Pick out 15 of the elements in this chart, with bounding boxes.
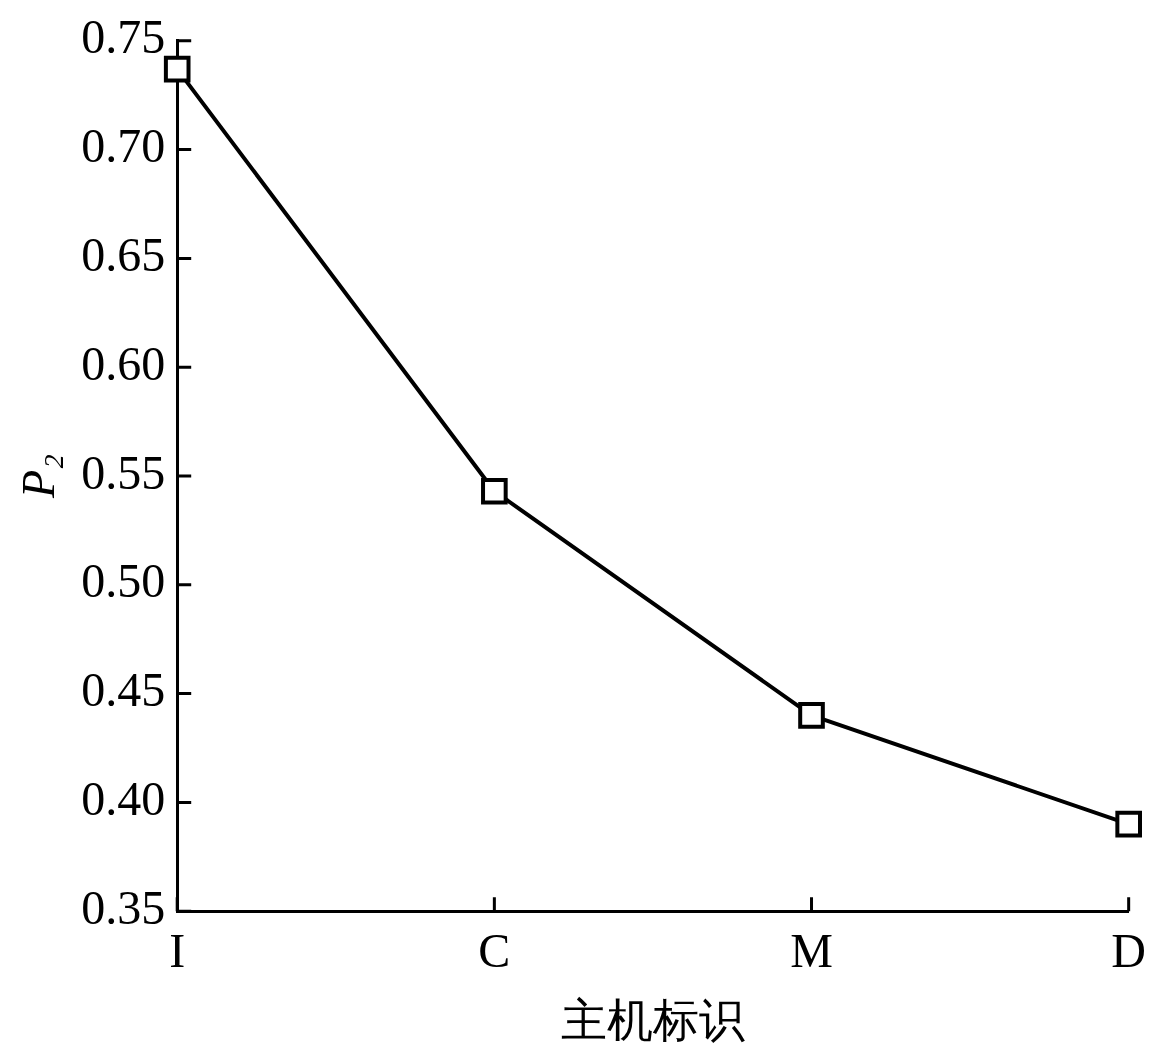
y-axis-title: P₂	[12, 453, 64, 500]
y-tick-label: 0.50	[81, 554, 166, 608]
y-tick-label: 0.75	[81, 10, 166, 64]
x-tick-label: M	[790, 923, 833, 977]
y-tick-label: 0.45	[81, 663, 166, 717]
y-tick-label: 0.40	[81, 772, 166, 826]
x-axis-title: 主机标识	[560, 995, 745, 1047]
y-tick-label: 0.70	[81, 119, 166, 173]
x-tick-label: I	[169, 923, 186, 977]
y-tick-label: 0.60	[81, 336, 166, 390]
y-tick-label: 0.55	[81, 445, 166, 499]
x-tick-label: D	[1111, 923, 1146, 977]
y-tick-label: 0.65	[81, 228, 166, 282]
x-tick-label: C	[478, 923, 511, 977]
y-tick-label: 0.35	[81, 880, 166, 934]
